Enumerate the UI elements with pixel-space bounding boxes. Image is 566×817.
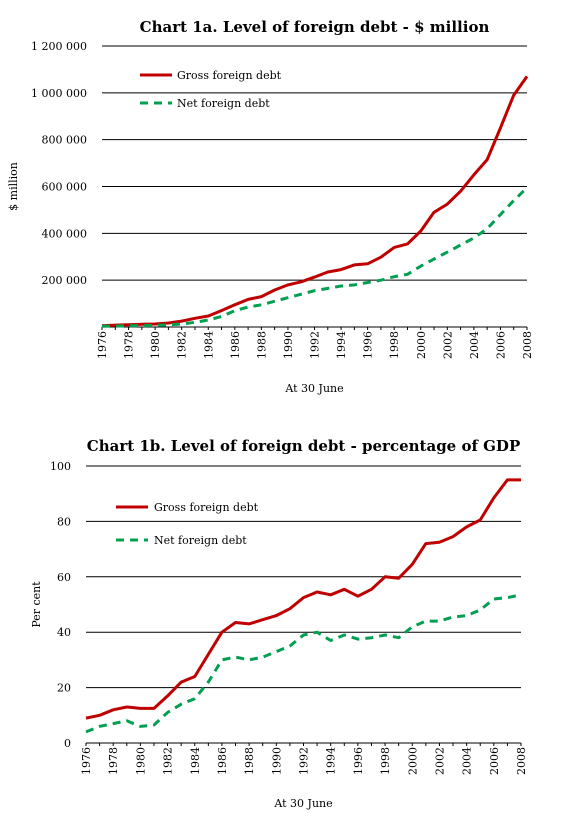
chart-1b-ytick-label: 60 bbox=[57, 571, 71, 584]
chart-1a: Chart 1a. Level of foreign debt - $ mill… bbox=[7, 18, 534, 395]
chart-1b-xtick-label: 1994 bbox=[325, 747, 338, 775]
chart-1a-legend-label: Net foreign debt bbox=[177, 97, 270, 110]
chart-1b-ytick-label: 20 bbox=[57, 682, 71, 695]
chart-1b-xtick-label: 2006 bbox=[488, 747, 501, 775]
chart-1b-xtick-label: 1998 bbox=[379, 747, 392, 775]
chart-1b-xtick-label: 1996 bbox=[352, 747, 365, 775]
chart-1b-legend-label: Net foreign debt bbox=[154, 534, 247, 547]
chart-1a-series-net-foreign-debt bbox=[101, 186, 529, 328]
chart-1a-xtick-label: 1976 bbox=[96, 331, 109, 359]
chart-1a-xtick-label: 1980 bbox=[149, 331, 162, 359]
chart-1a-xtick-label: 1982 bbox=[176, 331, 189, 359]
chart-1b-xtick-label: 1990 bbox=[270, 747, 283, 775]
chart-1a-xtick-label: 1988 bbox=[255, 331, 268, 359]
chart-1a-ylabel: $ million bbox=[7, 162, 20, 211]
chart-1a-xtick-label: 2004 bbox=[468, 331, 481, 359]
chart-1a-ytick-label: 800 000 bbox=[42, 134, 88, 147]
chart-1a-ytick-label: 600 000 bbox=[42, 181, 88, 194]
chart-1b-xtick-label: 1984 bbox=[189, 747, 202, 775]
chart-1a-legend-label: Gross foreign debt bbox=[177, 69, 282, 82]
chart-1b-series-gross-foreign-debt bbox=[85, 478, 521, 720]
chart-1a-xtick-label: 2008 bbox=[521, 331, 534, 359]
chart-1b-ytick-label: 0 bbox=[64, 737, 71, 750]
chart-1a-xtick-label: 1992 bbox=[309, 331, 322, 359]
chart-1b-xtick-label: 2008 bbox=[515, 747, 528, 775]
chart-1a-ytick-label: 1 200 000 bbox=[31, 40, 87, 53]
chart-1a-ytick-label: 1 000 000 bbox=[31, 87, 87, 100]
chart-1a-xtick-label: 1994 bbox=[335, 331, 348, 359]
chart-1a-xtick-label: 2002 bbox=[441, 331, 454, 359]
chart-1b-ytick-label: 40 bbox=[57, 626, 71, 639]
chart-1b-xtick-label: 1978 bbox=[107, 747, 120, 775]
chart-1b-legend-label: Gross foreign debt bbox=[154, 501, 259, 514]
chart-1b-ytick-label: 100 bbox=[50, 460, 71, 473]
chart-1a-xtick-label: 1990 bbox=[282, 331, 295, 359]
chart-1a-ytick-label: 400 000 bbox=[42, 227, 88, 240]
chart-1a-title: Chart 1a. Level of foreign debt - $ mill… bbox=[140, 18, 490, 36]
chart-1b-title: Chart 1b. Level of foreign debt - percen… bbox=[87, 437, 520, 455]
chart-1a-xtick-label: 2006 bbox=[494, 331, 507, 359]
chart-1a-ytick-label: 200 000 bbox=[42, 274, 88, 287]
chart-1b-ytick-label: 80 bbox=[57, 515, 71, 528]
chart-1b-xtick-label: 1976 bbox=[80, 747, 93, 775]
chart-1b-xtick-label: 2004 bbox=[461, 747, 474, 775]
chart-1b-xtick-label: 2000 bbox=[406, 747, 419, 775]
chart-1b-xtick-label: 2002 bbox=[433, 747, 446, 775]
chart-1a-xlabel: At 30 June bbox=[284, 382, 343, 395]
chart-1b-xlabel: At 30 June bbox=[273, 797, 332, 810]
chart-1b-xtick-label: 1988 bbox=[243, 747, 256, 775]
chart-1b-xtick-label: 1986 bbox=[216, 747, 229, 775]
chart-1a-xtick-label: 1996 bbox=[362, 331, 375, 359]
chart-1a-xtick-label: 1978 bbox=[123, 331, 136, 359]
chart-1b: Chart 1b. Level of foreign debt - percen… bbox=[30, 437, 528, 810]
chart-1a-xtick-label: 1998 bbox=[388, 331, 401, 359]
chart-1a-xtick-label: 2000 bbox=[415, 331, 428, 359]
chart-1b-xtick-label: 1982 bbox=[162, 747, 175, 775]
chart-1b-series-net-foreign-debt bbox=[85, 593, 522, 734]
chart-1b-xtick-label: 1992 bbox=[298, 747, 311, 775]
chart-1a-xtick-label: 1986 bbox=[229, 331, 242, 359]
chart-1a-series-gross-foreign-debt bbox=[101, 75, 529, 328]
chart-1b-xtick-label: 1980 bbox=[134, 747, 147, 775]
chart-1a-xtick-label: 1984 bbox=[202, 331, 215, 359]
chart-1b-ylabel: Per cent bbox=[30, 581, 43, 628]
